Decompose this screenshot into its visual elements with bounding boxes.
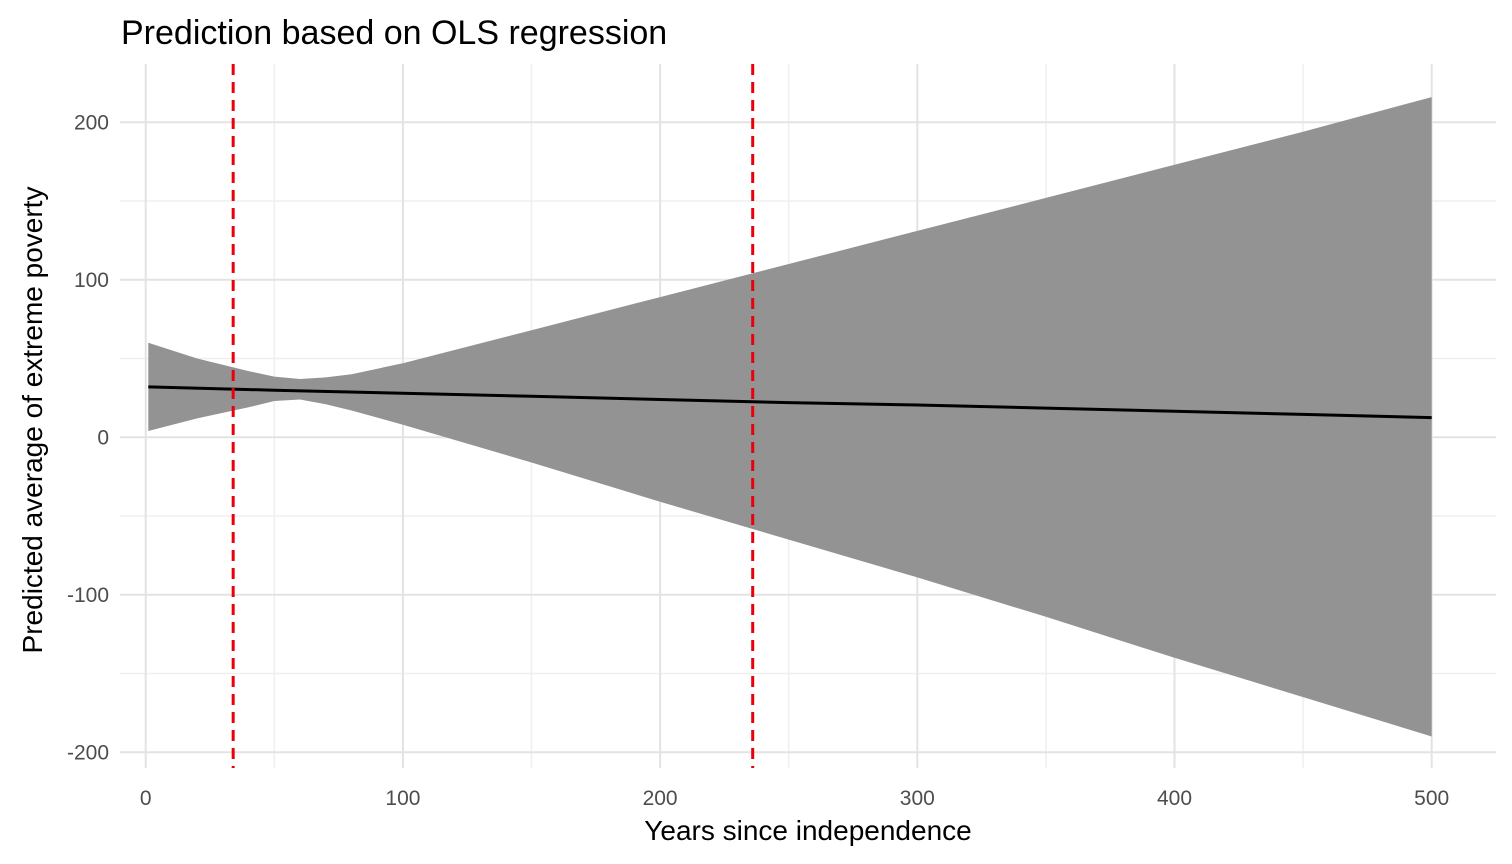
chart-title: Prediction based on OLS regression xyxy=(121,14,667,52)
x-tick-label: 0 xyxy=(140,787,152,810)
x-tick-label: 200 xyxy=(643,787,678,810)
x-axis-ticks: 0 100 200 300 400 500 xyxy=(140,787,1449,810)
line-layer xyxy=(148,385,1432,420)
x-axis-title: Years since independence xyxy=(644,815,971,846)
y-tick-label: -100 xyxy=(67,584,109,607)
prediction-line xyxy=(148,385,1432,420)
y-tick-label: 100 xyxy=(74,269,109,292)
x-tick-label: 300 xyxy=(900,787,935,810)
x-tick-label: 500 xyxy=(1414,787,1449,810)
y-tick-label: -200 xyxy=(67,741,109,764)
ribbon-layer xyxy=(148,97,1432,737)
reference-lines xyxy=(231,64,755,768)
y-tick-label: 200 xyxy=(74,111,109,134)
y-tick-label: 0 xyxy=(97,426,109,449)
y-axis-ticks: -200 -100 0 100 200 xyxy=(67,111,109,764)
x-tick-label: 100 xyxy=(385,787,420,810)
y-axis-title: Predicted average of extreme poverty xyxy=(17,187,48,654)
confidence-ribbon xyxy=(148,97,1432,737)
x-tick-label: 400 xyxy=(1157,787,1192,810)
